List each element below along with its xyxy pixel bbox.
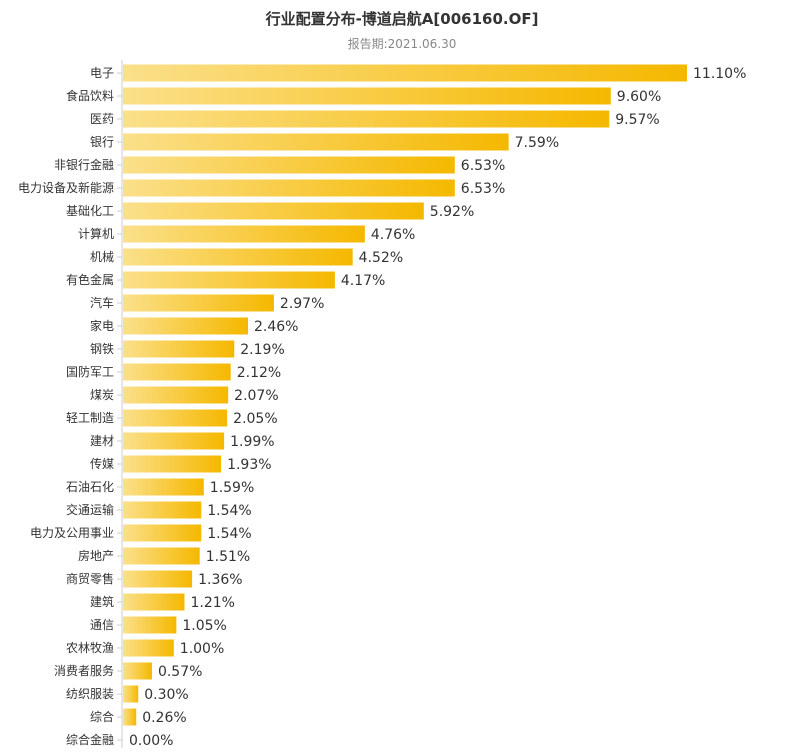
category-label: 机械 xyxy=(90,249,114,264)
value-label: 9.60% xyxy=(617,89,661,105)
category-label: 通信 xyxy=(90,618,114,632)
bar xyxy=(123,156,455,174)
category-label: 汽车 xyxy=(90,295,114,310)
category-label: 家电 xyxy=(90,318,114,333)
bar xyxy=(123,639,174,657)
value-label: 4.76% xyxy=(371,227,415,243)
category-label: 电力及公用事业 xyxy=(30,526,114,540)
bar xyxy=(123,248,353,266)
bar xyxy=(123,409,228,427)
category-label: 农林牧渔 xyxy=(66,641,114,655)
value-label: 2.97% xyxy=(280,296,324,312)
bar xyxy=(123,432,225,450)
value-label: 1.05% xyxy=(182,618,226,634)
value-label: 9.57% xyxy=(615,112,659,128)
bar xyxy=(123,225,365,243)
value-label: 11.10% xyxy=(693,66,746,82)
category-label: 商贸零售 xyxy=(66,571,114,586)
bar xyxy=(123,64,687,82)
value-label: 0.57% xyxy=(158,664,202,680)
bar xyxy=(123,271,335,289)
category-label: 纺织服装 xyxy=(66,687,114,701)
bar xyxy=(123,294,274,312)
value-label: 4.52% xyxy=(359,250,403,266)
value-label: 5.92% xyxy=(430,204,474,220)
value-label: 2.07% xyxy=(234,388,278,404)
bar xyxy=(123,708,137,726)
category-label: 房地产 xyxy=(78,548,114,563)
category-label: 煤炭 xyxy=(90,388,114,402)
category-label: 传媒 xyxy=(90,456,114,471)
bar xyxy=(123,363,231,381)
value-label: 1.93% xyxy=(227,457,271,473)
bar xyxy=(123,501,202,519)
value-label: 6.53% xyxy=(461,181,505,197)
category-label: 有色金属 xyxy=(66,272,114,287)
bar xyxy=(123,570,193,588)
category-label: 建材 xyxy=(90,434,114,448)
chart-title: 行业配置分布-博道启航A[006160.OF] xyxy=(265,10,539,28)
value-label: 1.54% xyxy=(207,503,251,519)
category-label: 综合金融 xyxy=(66,732,114,747)
chart-subtitle: 报告期:2021.06.30 xyxy=(347,37,457,51)
category-label: 综合 xyxy=(90,709,114,724)
bar xyxy=(123,179,455,197)
category-label: 国防军工 xyxy=(66,364,114,379)
bar xyxy=(123,662,152,680)
value-label: 1.54% xyxy=(207,526,251,542)
value-label: 1.36% xyxy=(198,572,242,588)
category-label: 钢铁 xyxy=(90,342,114,356)
value-label: 7.59% xyxy=(515,135,559,151)
bar xyxy=(123,202,424,220)
category-label: 电子 xyxy=(90,66,114,80)
value-label: 1.51% xyxy=(206,549,250,565)
value-label: 2.46% xyxy=(254,319,298,335)
bar xyxy=(123,340,235,358)
category-label: 石油石化 xyxy=(66,480,114,494)
bar xyxy=(123,317,248,335)
value-label: 6.53% xyxy=(461,158,505,174)
value-label: 1.21% xyxy=(190,595,234,611)
bar xyxy=(123,547,200,565)
category-label: 食品饮料 xyxy=(66,88,114,103)
category-label: 交通运输 xyxy=(66,502,114,517)
value-label: 1.99% xyxy=(230,434,274,450)
category-label: 消费者服务 xyxy=(54,663,114,678)
value-label: 4.17% xyxy=(341,273,385,289)
bar xyxy=(123,455,222,473)
value-label: 2.05% xyxy=(233,411,277,427)
category-label: 医药 xyxy=(90,112,114,126)
bar xyxy=(123,524,202,542)
bar xyxy=(123,685,139,703)
value-label: 0.30% xyxy=(144,687,188,703)
category-label: 轻工制造 xyxy=(66,411,114,425)
category-label: 银行 xyxy=(90,135,114,149)
bar xyxy=(123,110,610,128)
value-label: 0.26% xyxy=(142,710,186,726)
value-label: 0.00% xyxy=(129,733,173,749)
bar xyxy=(123,386,229,404)
bar xyxy=(123,133,509,151)
bar xyxy=(123,616,177,634)
category-label: 电力设备及新能源 xyxy=(18,180,114,195)
category-label: 非银行金融 xyxy=(54,157,114,172)
category-label: 计算机 xyxy=(78,226,114,241)
value-label: 2.19% xyxy=(240,342,284,358)
value-label: 1.59% xyxy=(210,480,254,496)
bar xyxy=(123,478,204,496)
value-label: 1.00% xyxy=(180,641,224,657)
value-label: 2.12% xyxy=(237,365,281,381)
category-label: 建筑 xyxy=(90,594,114,609)
bar xyxy=(123,87,611,105)
category-label: 基础化工 xyxy=(66,204,114,218)
bar xyxy=(123,593,185,611)
